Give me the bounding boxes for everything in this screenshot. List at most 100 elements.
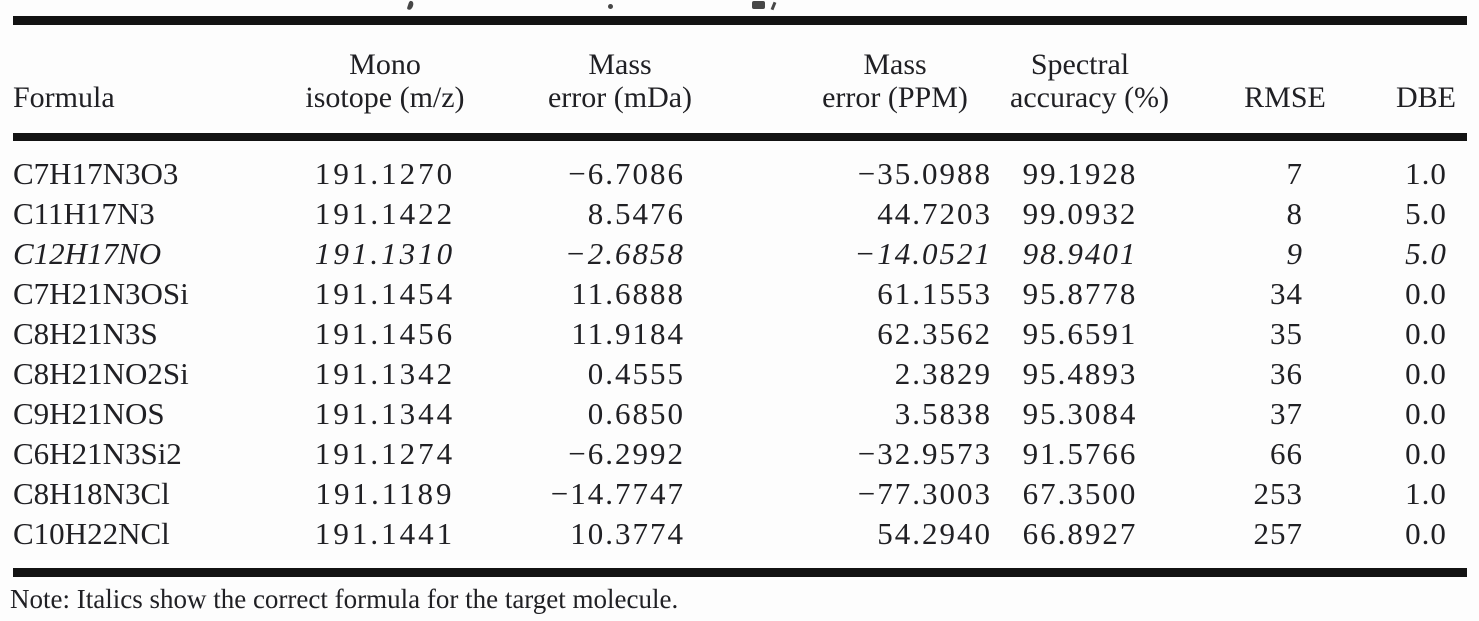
mass-error-ppm-cell: 54.2940 [877,516,992,551]
header-line: Mass [863,48,927,81]
mono-isotope-cell: 191.1189 [315,476,455,511]
formula-cell: C7H17N3O3 [13,156,179,191]
table-row: C8H21N3S 191.1456 11.9184 62.3562 95.659… [13,314,1467,354]
rmse-cell: 257 [1253,516,1303,551]
mono-isotope-cell: 191.1456 [314,316,456,351]
table-row: C11H17N3 191.1422 8.5476 44.7203 99.0932… [13,194,1467,234]
mono-isotope-cell: 191.1422 [314,196,456,231]
table-row: C12H17NO 191.1310 −2.6858 −14.0521 98.94… [13,234,1467,274]
header-line: RMSE [1244,81,1326,114]
header-line: Mass [588,48,652,81]
mass-error-ppm-cell: 61.1553 [877,276,992,311]
header-line: isotope (m/z) [305,81,465,114]
mass-error-ppm-cell: −32.9573 [857,436,992,471]
rmse-cell: 9 [1286,236,1303,271]
mass-error-mda-cell: −14.7747 [550,476,685,511]
spectral-accuracy-cell: 99.0932 [1022,196,1138,231]
table-header-row: Formula Mono isotope (m/z) Mass error (m… [13,48,1467,114]
rmse-cell: 34 [1270,276,1303,311]
table-row: C8H21NO2Si 191.1342 0.4555 2.3829 95.489… [13,354,1467,394]
mass-error-ppm-cell: −77.3003 [857,476,992,511]
mass-error-mda-cell: 8.5476 [587,196,685,231]
dbe-cell: 0.0 [1405,276,1447,311]
formula-cell: C7H21N3OSi [13,276,189,311]
rmse-cell: 253 [1253,476,1303,511]
mass-error-mda-cell: −2.6858 [564,236,685,271]
spectral-accuracy-cell: 95.8778 [1022,276,1138,311]
mass-error-ppm-cell: 2.3829 [894,356,992,391]
dbe-cell: 0.0 [1405,316,1447,351]
header-line: Spectral [1030,48,1130,81]
mono-isotope-cell: 191.1454 [314,276,456,311]
mass-error-mda-cell: −6.2992 [568,436,685,471]
header-line: error (PPM) [822,81,968,114]
spectral-accuracy-cell: 67.3500 [1022,476,1138,511]
mono-isotope-cell: 191.1344 [314,396,456,431]
table-row: C9H21NOS 191.1344 0.6850 3.5838 95.3084 … [13,394,1467,434]
table-header-rule [13,133,1467,141]
dbe-cell: 1.0 [1405,156,1447,191]
mono-isotope-cell: 191.1270 [314,156,456,191]
formula-cell: C8H21NO2Si [13,356,189,391]
rmse-cell: 7 [1286,156,1303,191]
header-line [13,48,230,81]
mass-error-mda-cell: 10.3774 [570,516,685,551]
column-header-mass-error-ppm: Mass error (PPM) [790,48,1000,114]
spectral-accuracy-cell: 66.8927 [1022,516,1138,551]
cutoff-caption-fragment [770,1,777,11]
spectral-accuracy-cell: 95.6591 [1022,316,1138,351]
mass-error-ppm-cell: 62.3562 [877,316,992,351]
header-line [1230,48,1340,81]
cutoff-caption-fragment [608,4,613,9]
formula-cell: C6H21N3Si2 [13,436,182,471]
table-row: C10H22NCl 191.1441 10.3774 54.2940 66.89… [13,514,1467,554]
formula-cell: C8H21N3S [13,316,158,351]
mass-error-mda-cell: −6.7086 [568,156,685,191]
dbe-cell: 1.0 [1405,476,1447,511]
table-row: C7H21N3OSi 191.1454 11.6888 61.1553 95.8… [13,274,1467,314]
mono-isotope-cell: 191.1342 [314,356,456,391]
header-line: Formula [13,81,115,114]
rmse-cell: 35 [1270,316,1303,351]
mass-error-ppm-cell: −14.0521 [854,236,992,271]
dbe-cell: 0.0 [1405,396,1447,431]
header-line: Mono [349,48,421,81]
table-row: C8H18N3Cl 191.1189 −14.7747 −77.3003 67.… [13,474,1467,514]
header-line: error (mDa) [547,81,693,114]
header-line: accuracy (%) [1010,81,1170,114]
mass-error-ppm-cell: 3.5838 [894,396,992,431]
spectral-accuracy-cell: 95.4893 [1022,356,1138,391]
formula-cell: C8H18N3Cl [13,476,170,511]
mono-isotope-cell: 191.1310 [314,236,456,271]
mass-error-mda-cell: 11.9184 [571,316,685,351]
mass-error-ppm-cell: 44.7203 [877,196,992,231]
column-header-spectral-accuracy: Spectral accuracy (%) [1010,48,1170,114]
formula-cell: C10H22NCl [13,516,170,551]
spectral-accuracy-cell: 91.5766 [1022,436,1138,471]
table-body: C7H17N3O3 191.1270 −6.7086 −35.0988 99.1… [13,145,1467,554]
header-line [1385,48,1467,81]
spectral-accuracy-cell: 95.3084 [1022,396,1138,431]
formula-cell: C11H17N3 [13,196,155,231]
formula-cell: C12H17NO [13,236,162,271]
column-header-rmse: RMSE [1230,48,1340,114]
table-note: Note: Italics show the correct formula f… [10,584,679,614]
table-bottom-rule [13,568,1467,577]
formula-cell: C9H21NOS [13,396,165,431]
column-header-mono-isotope: Mono isotope (m/z) [230,48,540,114]
mono-isotope-cell: 191.1274 [314,436,456,471]
table-top-rule [13,16,1467,25]
table-row: C7H17N3O3 191.1270 −6.7086 −35.0988 99.1… [13,154,1467,194]
dbe-cell: 0.0 [1405,516,1447,551]
column-header-dbe: DBE [1385,48,1467,114]
table-row: C6H21N3Si2 191.1274 −6.2992 −32.9573 91.… [13,434,1467,474]
dbe-cell: 5.0 [1405,196,1447,231]
rmse-cell: 66 [1270,436,1303,471]
column-header-formula: Formula [13,48,230,114]
rmse-cell: 8 [1286,196,1303,231]
rmse-cell: 36 [1270,356,1303,391]
dbe-cell: 5.0 [1405,236,1447,271]
column-header-mass-error-mda: Mass error (mDa) [540,48,700,114]
mono-isotope-cell: 191.1441 [314,516,456,551]
